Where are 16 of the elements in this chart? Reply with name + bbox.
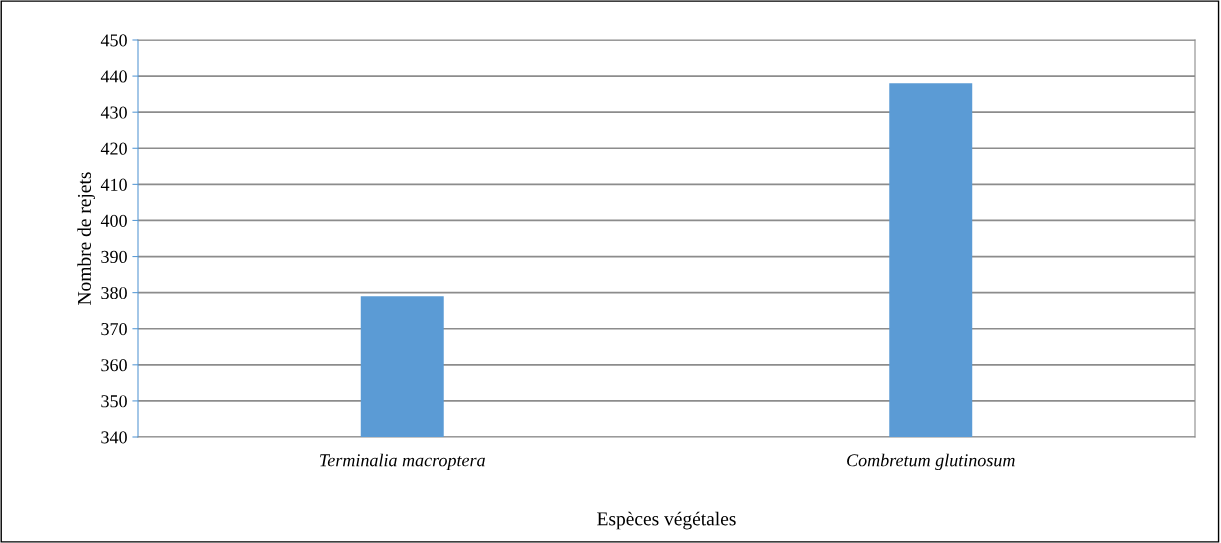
y-tick-label: 410 (100, 178, 127, 191)
y-tick-label: 450 (100, 34, 127, 47)
y-tick-label: 420 (100, 142, 127, 155)
y-tick-label: 340 (101, 431, 127, 444)
x-tick-label: Combretum glutinosum (847, 453, 1015, 471)
y-tick-label: 390 (101, 250, 127, 263)
y-tick-label: 350 (101, 395, 127, 408)
y-tick-label: 440 (100, 70, 127, 83)
y-tick-label: 370 (101, 322, 127, 336)
y-tick-label: 400 (100, 214, 127, 227)
y-tick-label: 430 (100, 106, 127, 119)
x-tick-label: Terminalia macroptera (320, 453, 485, 471)
y-tick-label: 380 (101, 286, 127, 300)
y-axis-title: Nombre de rejets (77, 172, 95, 305)
x-axis-title: Espèces végétales (597, 511, 736, 530)
y-tick-label: 360 (101, 359, 127, 372)
